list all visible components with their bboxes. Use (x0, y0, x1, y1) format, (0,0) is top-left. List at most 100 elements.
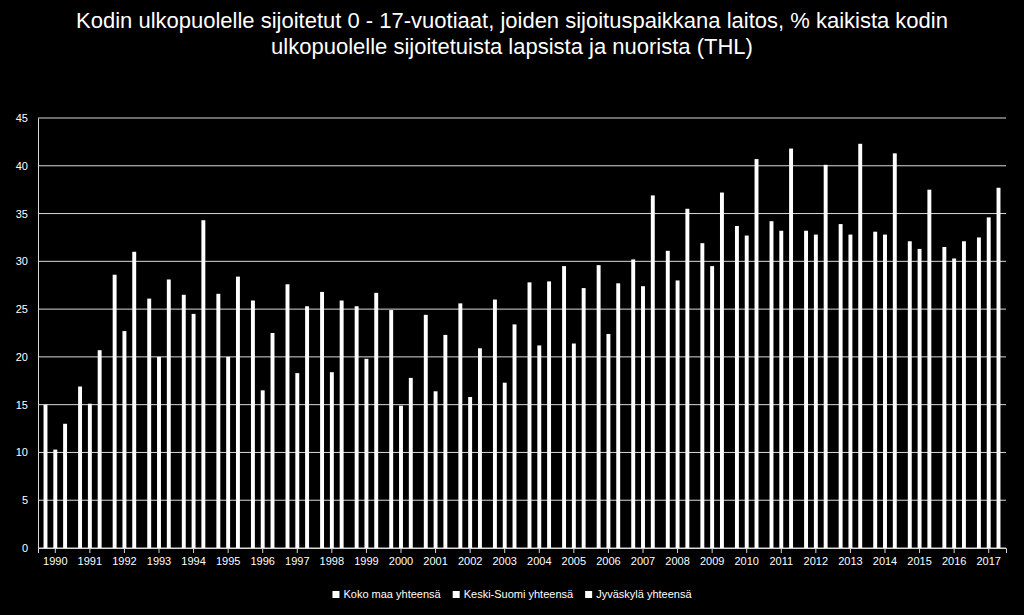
bar (631, 259, 635, 548)
bar (113, 275, 117, 548)
tick-label: 2005 (562, 555, 586, 567)
bar (893, 153, 897, 548)
tick: 2009 (700, 548, 724, 567)
plot: 0510152025303540451990199119921993199419… (16, 112, 1007, 567)
tick-mark (988, 548, 989, 553)
tick-label: 25 (16, 303, 28, 315)
bar (839, 224, 843, 548)
y-axis-line (38, 119, 39, 549)
tick: 2002 (458, 548, 482, 567)
bar (434, 391, 438, 548)
bar (513, 324, 517, 548)
tick-label: 2014 (873, 555, 897, 567)
tick-mark (89, 548, 90, 553)
tick-label: 20 (16, 351, 28, 363)
bar (216, 294, 220, 548)
tick: 1991 (78, 548, 102, 567)
tick-mark (504, 548, 505, 553)
tick: 35 (16, 208, 38, 220)
bar (572, 344, 576, 548)
bar (962, 241, 966, 548)
tick-label: 2015 (907, 555, 931, 567)
tick-label: 2017 (976, 555, 1000, 567)
tick-mark (608, 548, 609, 553)
bar (261, 390, 265, 548)
tick-label: 1998 (320, 555, 344, 567)
bar (330, 372, 334, 548)
tick-label: 1991 (78, 555, 102, 567)
bar (616, 283, 620, 548)
series (63, 144, 1000, 548)
tick-mark (746, 548, 747, 553)
bar (132, 252, 136, 548)
bar (271, 333, 275, 548)
tick: 2005 (562, 548, 586, 567)
bar (226, 357, 230, 548)
bar (927, 190, 931, 548)
bar (582, 288, 586, 548)
bar (355, 306, 359, 548)
legend: Koko maa yhteensäKeski-Suomi yhteensäJyv… (332, 588, 692, 600)
tick-mark (815, 548, 816, 553)
bar (666, 251, 670, 548)
legend-item: Keski-Suomi yhteensä (453, 588, 574, 600)
tick-label: 10 (16, 446, 28, 458)
bar (458, 303, 462, 548)
tick-label: 1997 (285, 555, 309, 567)
bar (918, 249, 922, 548)
tick: 25 (16, 303, 38, 315)
bar (88, 404, 92, 548)
grid (38, 118, 1006, 548)
bar (858, 144, 862, 548)
bar (883, 235, 887, 548)
x-axis-line (39, 549, 1007, 554)
bar (201, 220, 205, 548)
tick-mark (539, 548, 540, 553)
tick-label: 45 (16, 112, 28, 124)
tick-mark (124, 548, 125, 553)
legend-label: Keski-Suomi yhteensä (464, 588, 574, 600)
tick: 1995 (216, 548, 240, 567)
bar (340, 301, 344, 548)
bar (848, 235, 852, 548)
tick-mark (331, 548, 332, 553)
tick: 1994 (181, 548, 205, 567)
tick: 2000 (389, 548, 413, 567)
bar (824, 165, 828, 548)
bar (53, 450, 57, 548)
bar (98, 350, 102, 548)
bar (710, 266, 714, 548)
x-axis: 1990199119921993199419951996199719981999… (39, 548, 1007, 567)
tick: 2010 (734, 548, 758, 567)
tick: 1996 (250, 548, 274, 567)
bar (192, 314, 196, 548)
bar (389, 310, 393, 548)
tick: 30 (16, 255, 38, 267)
bar (547, 281, 551, 548)
tick: 2011 (769, 548, 793, 567)
bar (493, 300, 497, 548)
bar (987, 217, 991, 548)
bar (789, 149, 793, 548)
tick-label: 15 (16, 399, 28, 411)
tick-label: 2009 (700, 555, 724, 567)
bar (977, 237, 981, 548)
legend-swatch (585, 591, 592, 598)
title-line: Kodin ulkopuolelle sijoitetut 0 - 17-vuo… (76, 8, 948, 33)
tick: 2016 (942, 548, 966, 567)
tick-label: 1993 (147, 555, 171, 567)
tick: 2001 (423, 548, 447, 567)
legend-label: Koko maa yhteensä (343, 588, 441, 600)
tick: 1993 (147, 548, 171, 567)
bar (157, 357, 161, 548)
tick-mark (850, 548, 851, 553)
series (44, 221, 981, 548)
bars (44, 144, 1001, 548)
tick-mark (643, 548, 644, 553)
tick-label: 2007 (631, 555, 655, 567)
tick: 45 (16, 112, 38, 124)
bar (804, 231, 808, 548)
tick-mark (781, 548, 782, 553)
tick-mark (573, 548, 574, 553)
grid-line (38, 118, 1006, 119)
